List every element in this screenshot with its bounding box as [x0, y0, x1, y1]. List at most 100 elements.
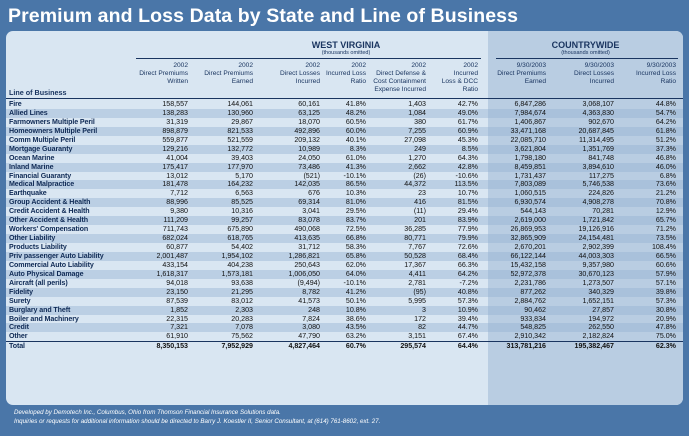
column-header-line: 9/30/2003	[584, 62, 614, 69]
table-cell: 1,731,437	[514, 171, 546, 180]
table-cell: 4,827,464	[288, 342, 320, 351]
table-cell: 250,643	[294, 260, 320, 269]
table-cell: 66.8%	[345, 234, 366, 243]
table-cell: 57.9%	[655, 269, 676, 278]
table-cell: 32,865,909	[510, 234, 546, 243]
table-cell: 195,382,467	[574, 342, 614, 351]
table-cell: 3,151	[408, 332, 426, 341]
table-cell: 80,771	[404, 234, 426, 243]
table-cell: 17,367	[404, 260, 426, 269]
column-header-3: 2002 Direct Losses Incurred	[280, 62, 320, 94]
table-row: Medical Malpractice 181,478 164,232 142,035…	[6, 180, 683, 190]
column-header-line: Ratio	[350, 78, 366, 85]
table-cell: 70,281	[592, 207, 614, 216]
table-cell: 71.2%	[655, 225, 676, 234]
table-cell: 8.5%	[461, 144, 478, 153]
table-cell: (9,494)	[297, 278, 320, 287]
column-header-line: 2002	[351, 62, 366, 69]
table-cell: 1,286,821	[288, 251, 320, 260]
table-cell: 20.9%	[655, 314, 676, 323]
column-header-line: 9/30/2003	[646, 62, 676, 69]
column-header-line: Ratio	[660, 78, 676, 85]
column-header-line: Earned	[524, 78, 546, 85]
table-cell: 26,869,953	[510, 225, 546, 234]
column-header-line: Incurred Loss	[636, 70, 676, 77]
table-row: Priv passenger Auto Liability 2,001,487 1,…	[6, 251, 683, 261]
table-cell: 7,255	[408, 126, 426, 135]
table-row: Fire 158,557 144,061 60,161 41.8% 1,403 42.7% 6…	[6, 100, 683, 109]
table-cell: 2,670,201	[514, 243, 546, 251]
line-of-business-name: Auto Physical Damage	[9, 269, 84, 278]
table-cell: 64.0%	[345, 269, 366, 278]
table-cell: 194,972	[588, 314, 614, 323]
table-cell: 65.7%	[655, 216, 676, 225]
table-cell: 132,772	[227, 144, 253, 153]
table-row: Ocean Marine 41,004 39,403 24,050 61.0% 1,270…	[6, 154, 683, 163]
line-of-business-name: Farmowners Multiple Peril	[9, 117, 95, 126]
table-cell: 8.3%	[349, 144, 366, 153]
table-cell: 1,573,181	[221, 269, 253, 278]
column-header-line: Earned	[231, 78, 253, 85]
table-cell: 10,316	[231, 207, 253, 216]
table-cell: 138,283	[162, 108, 188, 117]
line-of-business-name: Other Accident & Health	[9, 216, 89, 225]
column-header-line: Cost Containment	[373, 78, 426, 85]
table-cell: 22,315	[166, 314, 188, 323]
table-cell: 22,085,710	[510, 135, 546, 144]
column-header-5: 2002 Direct Defense & Cost Containment Expe…	[373, 62, 426, 94]
table-cell: 10,989	[298, 144, 320, 153]
table-cell: 2,231,786	[514, 278, 546, 287]
table-cell: 5,746,538	[582, 180, 614, 189]
table-cell: 33,471,168	[510, 126, 546, 135]
table-cell: 898,879	[162, 126, 188, 135]
table-cell: 51.2%	[655, 135, 676, 144]
table-row: Other 61,910 75,562 47,790 63.2% 3,151 67.4% 2,…	[6, 332, 683, 341]
table-cell: 39,403	[231, 153, 253, 162]
table-cell: 31,319	[166, 117, 188, 126]
table-cell: 68.4%	[457, 251, 478, 260]
line-of-business-name: Products Liability	[9, 243, 67, 251]
line-of-business-name: Group Accident & Health	[9, 198, 91, 207]
column-header-line: Loss & DCC	[441, 78, 478, 85]
table-cell: 2,182,824	[582, 332, 614, 341]
table-row: Auto Physical Damage 1,618,317 1,573,181 1,…	[6, 269, 683, 279]
table-cell: 6,930,574	[514, 198, 546, 207]
line-of-business-name: Medical Malpractice	[9, 180, 75, 189]
table-cell: 86.5%	[345, 180, 366, 189]
table-row: Inland Marine 175,417 177,970 73,486 41.3% 2,…	[6, 162, 683, 172]
table-cell: 52,972,378	[510, 269, 546, 278]
table-row: Aircraft (all perils) 94,018 93,638 (9,494)…	[6, 279, 683, 288]
table-cell: 1,798,180	[514, 153, 546, 162]
line-of-business-name: Surety	[9, 296, 31, 305]
table-cell: 548,825	[520, 323, 546, 332]
table-cell: 877,262	[520, 287, 546, 296]
table-row: Products Liability 60,877 54,402 31,712 58.3…	[6, 243, 683, 252]
table-cell: 48.2%	[345, 108, 366, 117]
table-cell: 66.3%	[457, 260, 478, 269]
table-cell: 2,662	[408, 162, 426, 171]
table-cell: 902,670	[588, 117, 614, 126]
table-row: Mortgage Guaranty 129,216 132,772 10,989 8.3…	[6, 144, 683, 154]
table-cell: 1,273,507	[582, 278, 614, 287]
table-cell: 8,782	[302, 287, 320, 296]
line-of-business-name: Workers' Compensation	[9, 225, 89, 234]
column-header-line: 2002	[463, 62, 478, 69]
table-row: Surety 87,539 83,012 41,573 50.1% 5,995 57.3% 2…	[6, 297, 683, 306]
table-cell: 3,080	[302, 323, 320, 332]
table-cell: 2,619,000	[514, 216, 546, 225]
table-cell: 295,574	[400, 342, 426, 351]
table-cell: 61.8%	[655, 126, 676, 135]
table-cell: 24,154,481	[578, 234, 614, 243]
line-of-business-header: Line of Business	[9, 88, 67, 97]
table-cell: 142,035	[294, 180, 320, 189]
table-cell: 81.5%	[457, 198, 478, 207]
table-cell: 130,960	[227, 108, 253, 117]
table-cell: 73.6%	[655, 180, 676, 189]
west-virginia-group-title: WEST VIRGINIA	[311, 40, 381, 50]
column-header-line: Ratio	[462, 86, 478, 93]
table-cell: 44,003,303	[578, 251, 614, 260]
table-cell: 30.8%	[655, 305, 676, 314]
total-row: Total 8,350,153 7,952,929 4,827,464 60.7% 295…	[6, 341, 683, 351]
table-cell: 5,170	[235, 171, 253, 180]
table-cell: 79.9%	[457, 234, 478, 243]
